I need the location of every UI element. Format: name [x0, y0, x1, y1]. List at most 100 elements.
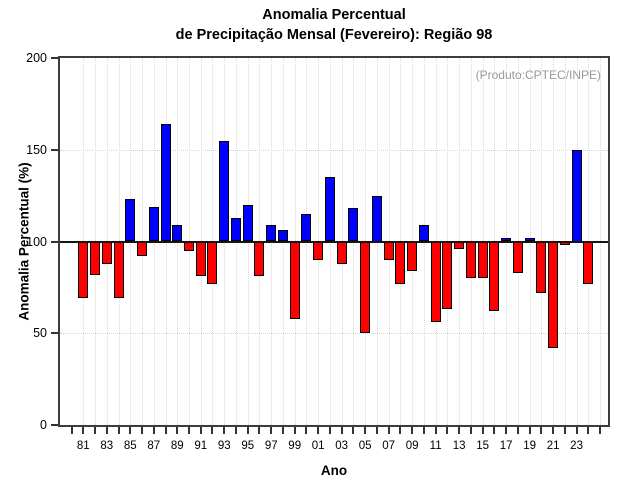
x-tick-label-13: 13	[452, 440, 466, 452]
x-tick	[446, 427, 449, 434]
x-tick	[516, 427, 519, 434]
y-tick-150	[51, 148, 58, 151]
x-tick	[540, 427, 543, 434]
x-tick	[458, 427, 461, 434]
bar-1994	[230, 217, 241, 242]
bar-2016	[489, 241, 500, 312]
x-tick	[281, 427, 284, 434]
bar-1990	[184, 241, 194, 251]
bar-1988	[160, 124, 171, 242]
x-tick	[246, 427, 249, 434]
x-tick	[105, 427, 108, 434]
x-tick-label-23: 23	[570, 440, 583, 452]
bar-1995	[242, 204, 253, 242]
bar-2009	[407, 241, 418, 271]
chart-title-line1: Anomalia Percentual	[262, 7, 406, 23]
x-tick-label-05: 05	[358, 440, 372, 452]
x-tick	[223, 427, 226, 434]
bar-2000	[301, 213, 312, 242]
bar-2014	[465, 241, 476, 279]
bar-1981	[78, 241, 89, 299]
bar-1993	[219, 140, 230, 242]
x-tick	[199, 427, 202, 434]
y-tick-50	[51, 332, 58, 335]
x-tick-label-81: 81	[76, 440, 90, 452]
x-tick	[563, 427, 566, 434]
x-tick-label-85: 85	[123, 440, 137, 452]
bar-2024	[583, 241, 594, 284]
x-tick	[129, 427, 132, 434]
x-tick	[141, 427, 144, 434]
x-tick-label-91: 91	[194, 440, 208, 452]
bar-1996	[254, 241, 265, 277]
x-tick	[352, 427, 355, 434]
h-gridline-50	[60, 333, 608, 335]
x-tick	[305, 427, 308, 434]
x-tick	[94, 427, 97, 434]
bar-2012	[442, 241, 453, 310]
x-tick-label-95: 95	[241, 440, 255, 452]
bar-1983	[101, 241, 112, 264]
bar-1989	[172, 224, 183, 242]
x-tick	[434, 427, 437, 434]
y-tick-label-200: 200	[26, 51, 47, 65]
bar-2008	[395, 241, 406, 284]
x-tick	[176, 427, 179, 434]
bar-1986	[137, 241, 148, 257]
x-tick-label-07: 07	[382, 440, 396, 452]
x-tick-label-21: 21	[546, 440, 560, 452]
x-tick	[411, 427, 414, 434]
bar-2023	[571, 149, 582, 242]
h-gridline-150	[60, 149, 608, 151]
x-axis-label: Ano	[320, 463, 348, 478]
x-tick	[117, 427, 120, 434]
bar-2020	[536, 241, 547, 293]
x-tick	[82, 427, 85, 434]
bar-1985	[125, 199, 136, 242]
x-tick-label-01: 01	[311, 440, 325, 452]
x-tick	[469, 427, 472, 434]
x-tick	[493, 427, 496, 434]
x-tick	[587, 427, 590, 434]
y-tick-100	[51, 240, 58, 243]
baseline-100	[60, 240, 608, 243]
bar-2004	[348, 208, 359, 242]
x-tick	[340, 427, 343, 434]
x-tick-label-93: 93	[217, 440, 231, 452]
x-tick	[505, 427, 508, 434]
x-tick	[152, 427, 155, 434]
x-tick-label-15: 15	[476, 440, 490, 452]
x-tick	[422, 427, 425, 434]
x-tick-label-11: 11	[429, 440, 442, 452]
bar-1984	[113, 241, 124, 299]
x-tick-label-89: 89	[170, 440, 184, 452]
bar-2002	[324, 177, 335, 242]
x-tick	[552, 427, 555, 434]
bar-2015	[477, 241, 488, 279]
x-tick	[364, 427, 367, 434]
x-tick	[328, 427, 331, 434]
y-tick-200	[51, 57, 58, 59]
bar-2011	[430, 241, 441, 323]
product-annotation: (Produto:CPTEC/INPE)	[475, 68, 601, 82]
plot-area: (Produto:CPTEC/INPE)	[58, 56, 610, 427]
bar-1992	[207, 241, 218, 284]
x-tick-label-83: 83	[100, 440, 114, 452]
x-tick	[164, 427, 167, 434]
y-tick-label-50: 50	[33, 326, 47, 341]
bar-2005	[360, 241, 371, 334]
bar-2018	[512, 241, 523, 273]
x-tick-label-99: 99	[288, 440, 302, 452]
bar-1991	[195, 241, 206, 277]
x-tick	[270, 427, 273, 434]
x-tick-label-19: 19	[523, 440, 536, 452]
bar-1982	[90, 241, 101, 275]
y-tick-label-0: 0	[40, 418, 47, 432]
x-tick	[599, 427, 602, 434]
x-tick	[375, 427, 378, 434]
x-tick	[528, 427, 531, 434]
y-tick-label-100: 100	[26, 234, 47, 249]
bar-2021	[548, 241, 559, 348]
bar-1997	[266, 224, 277, 242]
